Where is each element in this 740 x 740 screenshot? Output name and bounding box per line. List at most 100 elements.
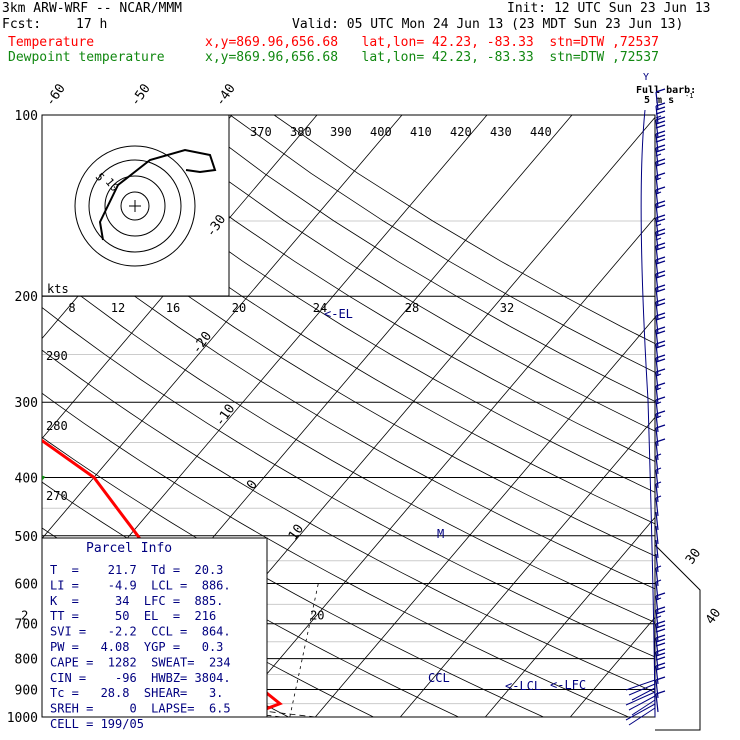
parcel-info-row: Tc = 28.8 SHEAR= 3.: [50, 686, 223, 700]
wind-barb: [655, 396, 666, 419]
theta-label: 420: [450, 125, 472, 139]
dry-adiabat-line: [185, 115, 655, 402]
parcel-info-row: PW = 4.08 YGP = 0.3: [50, 640, 223, 654]
hodograph-speed-label: 20: [232, 301, 246, 315]
surface-wind-barb: [625, 691, 656, 706]
theta-label: 380: [290, 125, 312, 139]
marker-el: <-EL: [324, 307, 353, 321]
wind-barb: [655, 340, 666, 363]
wind-barb: [655, 467, 662, 489]
isotherm-line: [42, 115, 403, 540]
dry-adiabat-line: [42, 307, 655, 658]
dry-adiabat-line: [42, 142, 655, 525]
wind-barb: [655, 284, 666, 307]
isotherm-label: 30: [683, 546, 704, 567]
pressure-tick-label: 200: [15, 290, 38, 305]
init-time: Init: 12 UTC Sun 23 Jun 13: [507, 1, 711, 16]
forecast-label: Fcst:: [2, 17, 42, 32]
hodograph-speed-label: 32: [500, 301, 514, 315]
pressure-tick-label: 1000: [7, 711, 38, 726]
temperature-location: x,y=869.96,656.68 lat,lon= 42.23, -83.33…: [205, 35, 659, 50]
marker-lcl: <-LCL: [505, 679, 541, 693]
surface-wind-barb: [625, 679, 656, 691]
isotherm-line: [42, 115, 318, 440]
dry-adiabat-line: [273, 115, 655, 345]
wind-barb: [655, 606, 666, 629]
theta-label-left: 290: [46, 349, 68, 363]
pressure-tick-label: 500: [15, 530, 38, 545]
pressure-tick-label: 100: [15, 109, 38, 124]
wind-barb: [655, 495, 662, 517]
wind-barb: [655, 326, 666, 349]
hodograph-speed-label: 12: [111, 301, 125, 315]
marker-ccl: CCL: [428, 671, 450, 685]
isotherm-label: 0: [244, 477, 261, 492]
hodograph-speed-label: 16: [166, 301, 180, 315]
theta-label: 370: [250, 125, 272, 139]
hodograph-ring: [88, 159, 182, 253]
isotherm-line: [229, 216, 655, 717]
hodograph-ring: [120, 191, 150, 221]
parcel-info-row: T = 21.7 Td = 20.3: [50, 563, 223, 577]
dry-adiabat-line: [229, 115, 655, 373]
dry-adiabat-line: [42, 392, 630, 717]
wind-barb: [655, 88, 666, 111]
hodograph-speed-label: 24: [313, 301, 327, 315]
dry-adiabat-line: [42, 349, 655, 693]
dry-adiabat-line: [42, 265, 655, 623]
parcel-info-row: CIN = -96 HWBZ= 3804.: [50, 671, 231, 685]
plot-frame: [41, 114, 656, 718]
isotherm-label: -20: [189, 329, 215, 357]
pressure-tick-label: 400: [15, 471, 38, 486]
wind-barb: [655, 102, 666, 125]
dry-adiabat-line: [53, 115, 655, 493]
chart-header: 3km ARW-WRF -- NCAR/MMM Init: 12 UTC Sun…: [0, 0, 740, 70]
marker-m: M: [437, 527, 444, 541]
wind-barb: [655, 525, 659, 545]
mixing-ratio-label: 20: [310, 609, 324, 623]
wind-barb: [655, 676, 666, 699]
lower-right-border: [654, 544, 701, 731]
isotherm-label: 10: [286, 522, 307, 543]
isotherm-label: -60: [43, 81, 69, 109]
wind-barb: [655, 144, 666, 167]
wind-legend-exponent: -1: [685, 92, 693, 100]
theta-label: 430: [490, 125, 512, 139]
surface-wind-barb: [631, 699, 656, 716]
parcel-info-row: TT = 50 EL = 216: [50, 609, 216, 623]
wind-barb: [655, 539, 659, 559]
theta-label-left: 280: [46, 419, 68, 433]
isotherm-line: [399, 416, 655, 717]
hodograph-trace: [98, 148, 217, 241]
isotherm-label: -40: [213, 81, 239, 109]
dry-adiabat-line: [42, 224, 655, 590]
pressure-tick-label: 600: [15, 577, 38, 592]
wind-barb: [655, 228, 666, 251]
forecast-hours: 17 h: [76, 17, 108, 32]
parcel-info-row: CAPE = 1282 SWEAT= 234: [50, 655, 231, 669]
mixing-ratio-line: [289, 583, 319, 717]
parcel-info-row: LI = -4.9 LCL = 886.: [50, 578, 231, 592]
parcel-info-row: SVI = -2.2 CCL = 864.: [50, 625, 231, 639]
parcel-info-row: K = 34 LFC = 885.: [50, 594, 223, 608]
surface-wind-barb: [631, 687, 656, 701]
wind-barb: [655, 298, 666, 321]
hodograph-ring: [104, 175, 166, 237]
wind-barb: [655, 242, 666, 265]
wind-barb: [655, 312, 666, 335]
wind-profile-axis: [640, 109, 656, 718]
wind-barb: [655, 270, 666, 293]
mixing-ratio-label: 2: [21, 609, 28, 623]
wind-barb: [655, 116, 666, 139]
dry-adiabat-line: [42, 183, 655, 557]
wind-barb: [655, 130, 666, 153]
model-title: 3km ARW-WRF -- NCAR/MMM: [2, 1, 183, 16]
parcel-info-row: SREH = 0 LAPSE= 6.5: [50, 702, 231, 716]
wind-barb: [655, 565, 662, 587]
hodograph-inset: 510: [41, 114, 230, 297]
isotherm-line: [484, 516, 655, 717]
hodograph-unit-label: kts: [47, 282, 69, 296]
isotherm-label: -10: [213, 402, 239, 430]
dewpoint-legend-label: Dewpoint temperature: [8, 50, 165, 65]
wind-barb: [655, 511, 659, 531]
